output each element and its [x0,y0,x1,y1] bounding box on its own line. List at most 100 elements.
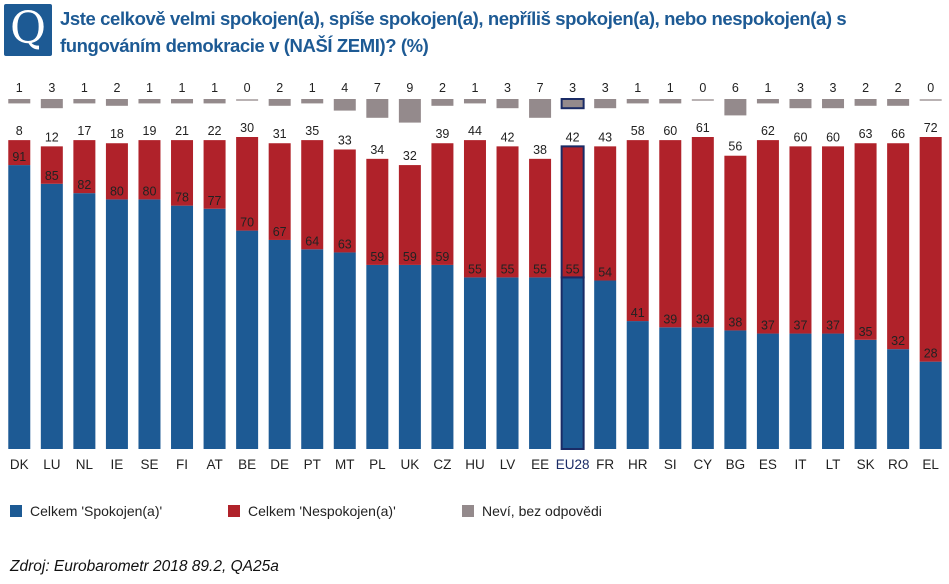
satisfied-bar-nl [73,193,96,449]
dontknow-bar-cz [431,99,454,106]
dontknow-label-pt: 1 [309,81,316,95]
category-label-es: ES [759,457,777,472]
satisfied-label-cz: 59 [435,250,449,264]
dontknow-bar-eu28 [560,98,585,110]
dissatisfied-bar-be [236,137,259,231]
satisfied-label-be: 70 [240,216,254,230]
satisfied-label-mt: 63 [338,237,352,251]
source-note: Zdroj: Eurobarometr 2018 89.2, QA25a [10,558,279,575]
dontknow-bar-ie [105,99,128,106]
dontknow-bar-bg [724,99,747,116]
category-label-hu: HU [465,457,485,472]
category-label-se: SE [140,457,158,472]
dontknow-bar-es [756,99,779,104]
satisfied-bar-it [789,333,812,449]
dissatisfied-label-fr: 43 [598,130,612,144]
dontknow-bar-se [138,99,161,104]
category-label-nl: NL [76,457,94,472]
satisfied-label-pl: 59 [370,250,384,264]
satisfied-label-el: 28 [924,347,938,361]
dissatisfied-label-lt: 60 [826,130,840,144]
category-label-sk: SK [857,457,875,472]
satisfied-bar-cy [691,327,714,449]
satisfied-bar-be [236,230,259,449]
dissatisfied-label-cz: 39 [435,127,449,141]
category-label-pt: PT [304,457,321,472]
dissatisfied-bar-pt [301,140,324,250]
dontknow-bar-it [789,99,812,109]
category-label-at: AT [206,457,222,472]
dontknow-bar-pt [301,99,324,104]
dissatisfied-label-ee: 38 [533,143,547,157]
dissatisfied-label-ro: 66 [891,127,905,141]
dontknow-bar-fr [594,99,617,109]
satisfied-label-bg: 38 [728,315,742,329]
dissatisfied-label-hu: 44 [468,124,482,138]
satisfied-label-de: 67 [273,225,287,239]
dissatisfied-bar-de [268,143,291,240]
category-label-pl: PL [369,457,386,472]
satisfied-bar-ie [105,199,128,449]
satisfied-bar-se [138,199,161,449]
category-label-mt: MT [335,457,355,472]
category-label-be: BE [238,457,256,472]
question-badge: Q [4,4,52,56]
legend-label-nespokojen: Celkem 'Nespokojen(a)' [248,503,396,519]
legend-item-nevi: Neví, bez odpovědi [462,503,602,519]
dissatisfied-bar-nl [73,140,96,194]
dontknow-label-be: 0 [244,81,251,95]
category-label-lt: LT [826,457,841,472]
dontknow-bar-be [236,99,259,101]
dissatisfied-bar-pl [366,158,389,265]
dontknow-label-cy: 0 [699,81,706,95]
satisfied-label-hu: 55 [468,262,482,276]
satisfied-label-si: 39 [663,312,677,326]
dontknow-label-hr: 1 [634,81,641,95]
satisfied-label-cy: 39 [696,312,710,326]
category-label-cy: CY [693,457,712,472]
dissatisfied-label-it: 60 [794,130,808,144]
dissatisfied-bar-cy [691,137,714,328]
legend-swatch-nespokojen [228,505,240,517]
satisfied-bar-fi [171,205,194,449]
dontknow-bar-lt [822,99,845,109]
legend-item-nespokojen: Celkem 'Nespokojen(a)' [228,503,396,519]
dissatisfied-bar-sk [854,143,877,340]
dontknow-label-pl: 7 [374,81,381,95]
category-label-fi: FI [176,457,188,472]
dontknow-label-mt: 4 [341,81,348,95]
satisfied-bar-uk [398,264,421,449]
satisfied-label-pt: 64 [305,234,319,248]
category-label-lv: LV [500,457,516,472]
category-label-cz: CZ [433,457,451,472]
dontknow-bar-ee [529,99,552,118]
dontknow-label-sk: 2 [862,81,869,95]
dontknow-label-lu: 3 [48,81,55,95]
dissatisfied-bar-uk [398,165,421,265]
dissatisfied-bar-ee [529,158,552,278]
dontknow-bar-de [268,99,291,106]
dontknow-label-fi: 1 [179,81,186,95]
satisfied-label-lu: 85 [45,169,59,183]
dissatisfied-bar-ie [105,143,128,200]
dontknow-label-lv: 3 [504,81,511,95]
dontknow-bar-cy [691,99,714,101]
dontknow-label-cz: 2 [439,81,446,95]
category-label-dk: DK [10,457,29,472]
satisfied-bar-el [919,361,942,449]
dontknow-label-bg: 6 [732,81,739,95]
dontknow-label-ie: 2 [113,81,120,95]
dissatisfied-label-lu: 12 [45,130,59,144]
satisfied-bar-lu [40,183,63,450]
dissatisfied-bar-lt [822,146,845,334]
dissatisfied-label-fi: 21 [175,124,189,138]
dontknow-bar-el [919,99,942,101]
satisfied-label-hr: 41 [631,306,645,320]
dontknow-label-it: 3 [797,81,804,95]
dontknow-label-ee: 7 [537,81,544,95]
dissatisfied-bar-se [138,140,161,200]
satisfied-bar-fr [594,280,617,449]
dontknow-bar-at [203,99,226,104]
dissatisfied-label-dk: 8 [16,124,23,138]
legend-swatch-spokojen [10,505,22,517]
